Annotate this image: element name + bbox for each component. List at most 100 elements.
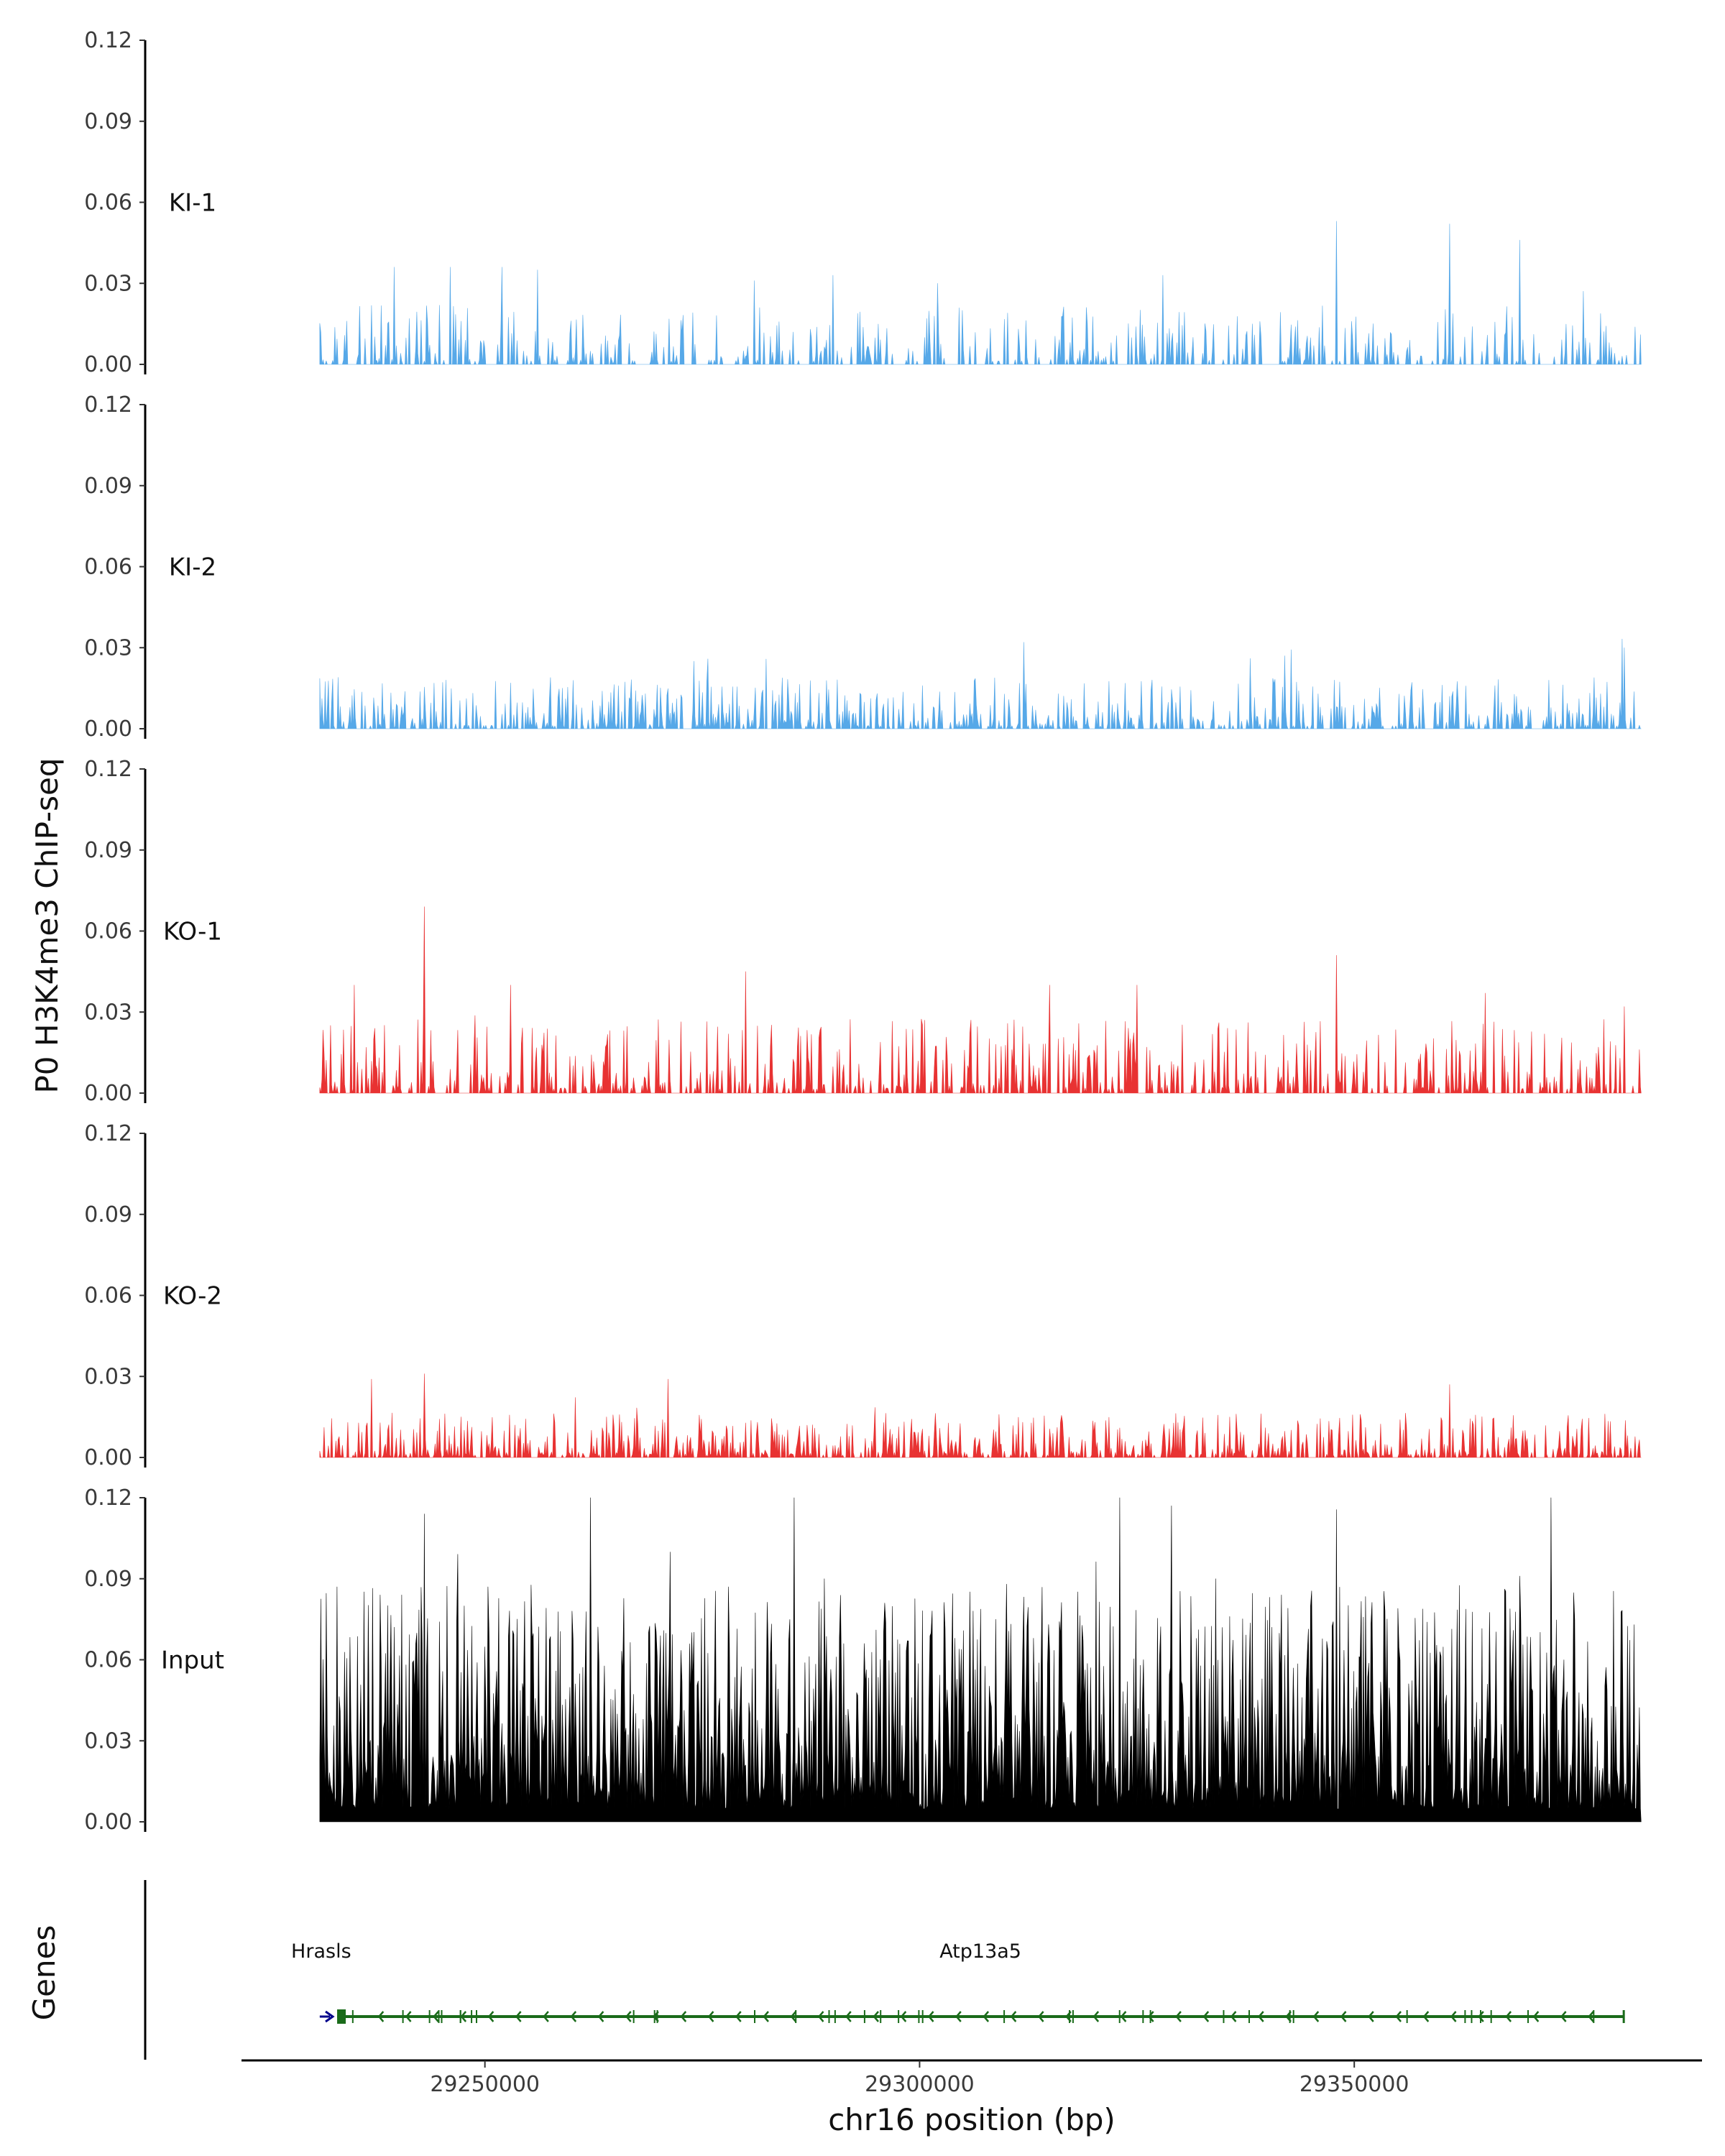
gene-utr-block [337,2009,346,2024]
y-axis-title: P0 H3K4me3 ChIP-seq [29,757,65,1093]
strand-arrow [955,2011,962,2022]
gene-label: Atp13a5 [939,1940,1021,1963]
x-tick-label: 29350000 [1300,2072,1409,2097]
strand-arrow [1505,2011,1512,2022]
strand-arrow [1175,2011,1182,2022]
strand-arrow [817,2011,824,2022]
strand-arrow [707,2011,714,2022]
y-tick-label: 0.06 [84,190,132,216]
strand-arrow [433,2011,439,2022]
strand-arrow [570,2011,577,2022]
y-tick-label: 0.09 [84,1567,132,1592]
track-ko-2: 0.00 0.03 0.06 0.09 0.12 KO-2 [84,1121,1642,1470]
y-tick-label: 0.06 [84,1648,132,1673]
y-tick-label: 0.06 [84,1284,132,1309]
strand-arrow [1478,2011,1484,2022]
strand-arrow [1532,2011,1540,2022]
y-tick-label: 0.09 [84,838,132,863]
gene-models: Hrasls Atp13a5 [291,1940,1625,2024]
strand-arrow [1120,2011,1127,2022]
strand-arrow [845,2011,852,2022]
y-tick-label: 0.09 [84,1202,132,1227]
y-tick-label: 0.12 [84,757,132,782]
y-tick-label: 0.09 [84,474,132,499]
x-tick-label: 29250000 [430,2072,540,2097]
strand-arrow [487,2011,494,2022]
strand-arrow [1312,2011,1320,2022]
gene-hrasls: Hrasls [291,1940,351,2023]
signal-area [319,1373,1642,1458]
strand-arrow [900,2011,907,2022]
signal-area [319,638,1642,729]
y-tick-label: 0.06 [84,919,132,944]
strand-arrow [1340,2011,1347,2022]
strand-arrow [543,2011,549,2022]
signal-area [319,906,1642,1094]
track-ki-1: 0.00 0.03 0.06 0.09 0.12 KI-1 [84,28,1642,377]
strand-arrow [1368,2011,1374,2022]
strand-arrow [790,2011,797,2022]
strand-arrow [1422,2011,1430,2022]
strand-arrow [1450,2011,1457,2022]
track-label: KI-1 [169,189,216,218]
strand-arrow [1010,2011,1017,2022]
strand-arrow [1202,2011,1210,2022]
strand-arrow [1395,2011,1402,2022]
y-tick-label: 0.09 [84,109,132,134]
track-ko-1: 0.00 0.03 0.06 0.09 0.12 KO-1 [84,757,1642,1106]
y-tick-label: 0.12 [84,1485,132,1511]
track-label: Input [161,1646,224,1675]
strand-arrow [983,2011,990,2022]
y-tick-label: 0.00 [84,717,132,742]
y-tick-label: 0.06 [84,555,132,580]
strand-arrow [1092,2011,1100,2022]
x-axis: 29250000 29300000 29350000 chr16 position … [242,2059,1702,2137]
y-tick-label: 0.00 [84,1081,132,1106]
strand-arrow [763,2011,769,2022]
strand-arrow [515,2011,522,2022]
chip-seq-tracks: 0.00 0.03 0.06 0.09 0.12 KI-1 0.00 0.03 0.06 0.09… [84,28,1642,1835]
y-tick-label: 0.03 [84,1364,132,1389]
track-input: 0.00 0.03 0.06 0.09 0.12 Input [84,1485,1642,1835]
x-tick-label: 29300000 [865,2072,975,2097]
y-tick-label: 0.03 [84,1728,132,1754]
y-tick-label: 0.00 [84,1445,132,1470]
y-tick-label: 0.03 [84,635,132,660]
strand-arrow [1560,2011,1567,2022]
strand-arrow [1148,2011,1154,2022]
gene-atp13a5: Atp13a5 [337,1940,1625,2024]
strand-arrow [1037,2011,1044,2022]
track-label: KI-2 [169,553,216,582]
strand-arrow [873,2011,879,2022]
track-label: KO-2 [163,1282,222,1311]
strand-arrow [325,2010,335,2023]
strand-arrow [927,2011,934,2022]
signal-area [319,1497,1642,1823]
y-tick-label: 0.00 [84,352,132,377]
y-tick-label: 0.00 [84,1810,132,1835]
strand-arrow [1258,2011,1264,2022]
strand-arrow [1588,2011,1594,2022]
x-axis-title: chr16 position (bp) [828,2102,1116,2137]
track-ki-2: 0.00 0.03 0.06 0.09 0.12 KI-2 [84,392,1642,742]
y-tick-label: 0.12 [84,392,132,418]
strand-arrow [460,2011,467,2022]
strand-arrow [405,2011,412,2022]
track-label: KO-1 [163,918,222,946]
y-tick-label: 0.03 [84,1000,132,1025]
gene-label: Hrasls [291,1940,351,1963]
gene-panel: Genes Hrasls Atp13a5 [27,1880,1625,2060]
y-tick-label: 0.03 [84,271,132,296]
strand-arrow [377,2011,385,2022]
strand-arrow [1230,2011,1237,2022]
strand-arrow [680,2011,687,2022]
strand-arrow [597,2011,604,2022]
signal-area [319,221,1642,365]
x-ticks: 29250000 29300000 29350000 [430,2060,1409,2097]
y-tick-label: 0.12 [84,28,132,53]
gene-track-label: Genes [27,1925,62,2021]
strand-arrow [625,2011,632,2022]
strand-arrow [735,2011,742,2022]
y-tick-label: 0.12 [84,1121,132,1146]
